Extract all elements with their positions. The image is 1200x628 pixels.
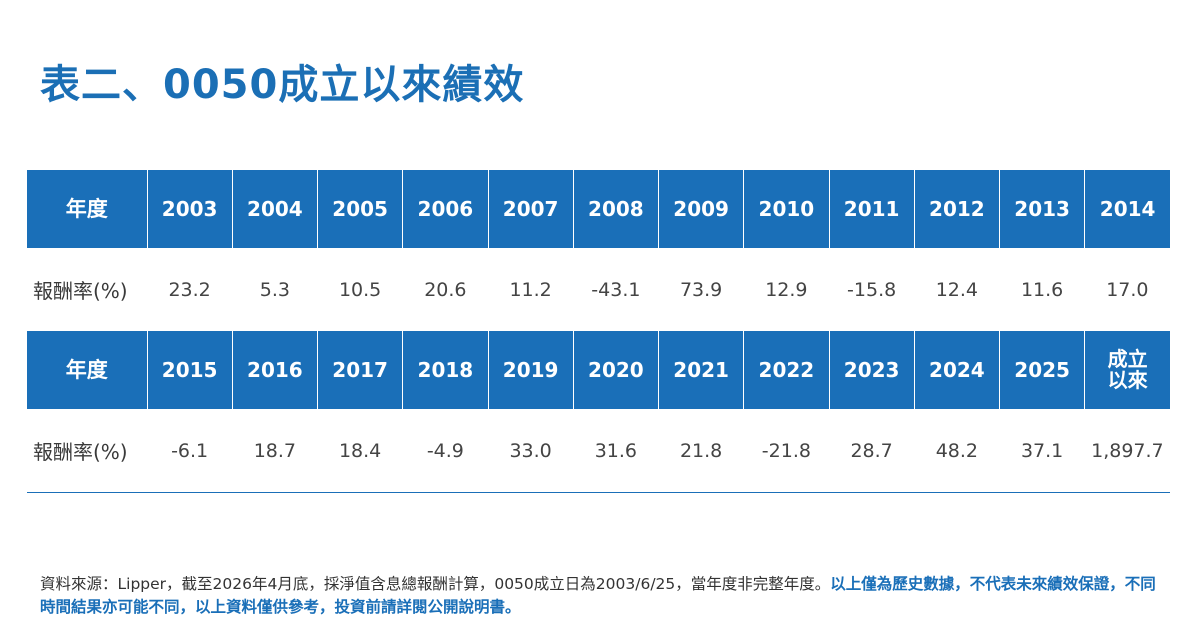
return-cell: 21.8 (658, 409, 744, 493)
year-cell: 2013 (999, 170, 1086, 248)
since-inception-line-2: 以來 (1107, 368, 1148, 392)
return-cell: 20.6 (424, 278, 467, 301)
return-cell: 11.6 (1020, 278, 1064, 301)
return-row-label: 報酬率(%) (33, 279, 128, 303)
return-cell: 31.6 (573, 409, 659, 493)
year-header-row-2: 年度 2015 2016 2017 2018 2019 2020 2021 20… (27, 331, 1170, 409)
year-cell: 2015 (147, 331, 233, 409)
return-cell: 1,897.7 (1084, 409, 1170, 493)
return-cell: 5.3 (259, 278, 290, 301)
year-cell: 2007 (488, 170, 574, 248)
year-cell: 2009 (658, 170, 745, 248)
year-cell: 2011 (829, 170, 915, 248)
year-cell: 2017 (317, 331, 404, 409)
return-cell: 33.0 (488, 409, 574, 493)
return-cell: -21.8 (743, 409, 829, 493)
return-cell: 12.4 (935, 278, 979, 301)
year-cell: 2016 (232, 331, 319, 409)
return-cell: 18.4 (317, 409, 403, 493)
return-cell: 11.2 (509, 278, 552, 301)
year-cell: 2022 (743, 331, 830, 409)
since-inception-line-1: 成立 (1107, 347, 1148, 371)
year-cell: 2020 (573, 331, 660, 409)
return-cell: -6.1 (147, 409, 233, 493)
return-cell: 37.1 (999, 409, 1085, 493)
year-cell: 2008 (573, 170, 660, 248)
since-inception-header: 成立 以來 (1084, 331, 1170, 409)
return-row-2: 報酬率(%) -6.1 18.7 18.4 -4.9 33.0 31.6 21.… (27, 409, 1170, 493)
return-cell: 73.9 (679, 278, 723, 301)
year-cell: 2021 (658, 331, 745, 409)
return-row-1: 報酬率(%) 23.2 5.3 10.5 20.6 11.2 -43.1 73.… (27, 248, 1170, 331)
year-cell: 2003 (147, 170, 233, 248)
footnote-source: 資料來源：Lipper，截至2026年4月底，採淨值含息總報酬計算，0050成立… (40, 575, 831, 593)
page-title: 表二、0050成立以來績效 (40, 62, 525, 108)
return-cell: -43.1 (591, 278, 641, 301)
return-cell: 12.9 (765, 278, 808, 301)
return-row-label: 報酬率(%) (27, 409, 147, 493)
year-cell: 2025 (999, 331, 1086, 409)
return-cell: 18.7 (232, 409, 318, 493)
year-cell: 2023 (829, 331, 915, 409)
return-cell: -15.8 (847, 278, 897, 301)
footnote-disclaimer: 以上僅為歷史數據，不代表未來績效保證，不同時間結果亦可能不同，以上資料僅供參考，… (40, 575, 1156, 616)
year-cell: 2018 (402, 331, 489, 409)
return-cell: 23.2 (168, 278, 211, 301)
performance-table: 年度 2003 2004 2005 2006 2007 2008 2009 20… (27, 170, 1170, 493)
return-cell: 17.0 (1106, 278, 1149, 301)
year-header-label: 年度 (27, 170, 148, 248)
return-cell: 10.5 (338, 278, 382, 301)
year-header-label: 年度 (27, 331, 148, 409)
year-header-row-1: 年度 2003 2004 2005 2006 2007 2008 2009 20… (27, 170, 1170, 248)
return-cell: -4.9 (402, 409, 488, 493)
year-cell: 2012 (914, 170, 1001, 248)
year-cell: 2006 (402, 170, 489, 248)
year-cell: 2010 (743, 170, 830, 248)
year-cell: 2005 (317, 170, 404, 248)
year-cell: 2024 (914, 331, 1001, 409)
year-cell: 2019 (488, 331, 574, 409)
footnote: 資料來源：Lipper，截至2026年4月底，採淨值含息總報酬計算，0050成立… (40, 573, 1165, 619)
year-cell: 2004 (232, 170, 319, 248)
year-cell: 2014 (1084, 170, 1170, 248)
return-cell: 28.7 (829, 409, 915, 493)
return-cell: 48.2 (914, 409, 1000, 493)
